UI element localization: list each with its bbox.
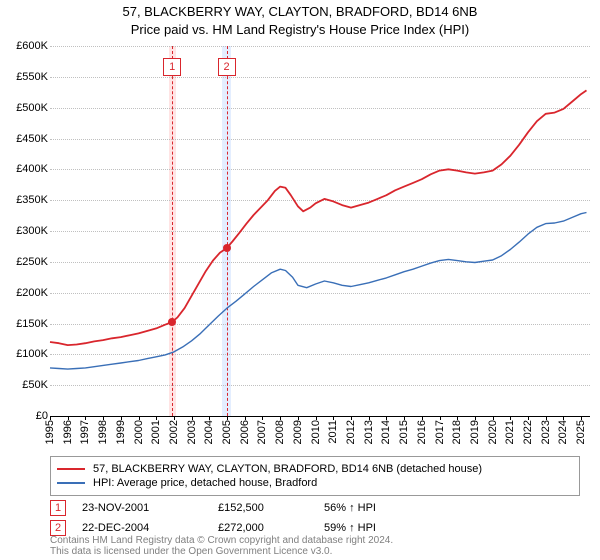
x-axis-tick: 2023 <box>540 420 552 444</box>
sale-row-price: £152,500 <box>218 502 308 514</box>
legend-swatch <box>57 482 85 484</box>
y-axis-tick: £150K <box>2 318 48 330</box>
x-axis-tick: 1996 <box>62 420 74 444</box>
x-axis-tick: 1999 <box>115 420 127 444</box>
x-axis-tick: 2021 <box>504 420 516 444</box>
sale-row-pct: 59% ↑ HPI <box>324 522 424 534</box>
x-axis-tick: 2004 <box>203 420 215 444</box>
chart-legend: 57, BLACKBERRY WAY, CLAYTON, BRADFORD, B… <box>50 456 580 496</box>
sale-row-pct: 56% ↑ HPI <box>324 502 424 514</box>
sale-row: 2 22-DEC-2004 £272,000 59% ↑ HPI <box>50 520 590 536</box>
x-axis-tick: 2006 <box>239 420 251 444</box>
x-axis-tick: 2000 <box>133 420 145 444</box>
sale-row-price: £272,000 <box>218 522 308 534</box>
x-axis-tick: 2002 <box>168 420 180 444</box>
x-axis-tick: 2016 <box>416 420 428 444</box>
sale-row-date: 22-DEC-2004 <box>82 522 202 534</box>
x-axis-tick: 2008 <box>274 420 286 444</box>
x-axis-tick: 2018 <box>451 420 463 444</box>
legend-label: 57, BLACKBERRY WAY, CLAYTON, BRADFORD, B… <box>93 463 482 475</box>
x-axis-tick: 2014 <box>380 420 392 444</box>
chart-series-property <box>50 90 587 345</box>
x-axis-tick: 2001 <box>150 420 162 444</box>
x-axis-tick: 2005 <box>221 420 233 444</box>
legend-label: HPI: Average price, detached house, Brad… <box>93 477 317 489</box>
y-axis-tick: £400K <box>2 163 48 175</box>
y-axis-tick: £100K <box>2 348 48 360</box>
y-axis-tick: £500K <box>2 102 48 114</box>
footer-line-1: Contains HM Land Registry data © Crown c… <box>50 535 393 546</box>
chart-series-hpi <box>50 213 587 370</box>
y-axis-tick: £50K <box>2 379 48 391</box>
y-axis-tick: £450K <box>2 133 48 145</box>
x-axis-tick: 1995 <box>44 420 56 444</box>
x-axis-tick: 2013 <box>363 420 375 444</box>
sale-row-date: 23-NOV-2001 <box>82 502 202 514</box>
x-axis-tick: 2025 <box>575 420 587 444</box>
chart-title: 57, BLACKBERRY WAY, CLAYTON, BRADFORD, B… <box>0 4 600 19</box>
x-axis-tick: 1997 <box>79 420 91 444</box>
x-axis-tick: 2024 <box>557 420 569 444</box>
x-axis-tick: 2009 <box>292 420 304 444</box>
sales-table: 1 23-NOV-2001 £152,500 56% ↑ HPI 2 22-DEC-200… <box>50 500 590 540</box>
y-axis-tick: £350K <box>2 194 48 206</box>
y-axis-tick: £550K <box>2 71 48 83</box>
footer-attribution: Contains HM Land Registry data © Crown c… <box>50 535 393 557</box>
sale-row-marker: 1 <box>50 500 66 516</box>
x-axis-tick: 2010 <box>310 420 322 444</box>
x-axis-tick: 2019 <box>469 420 481 444</box>
y-axis-tick: £0 <box>2 410 48 422</box>
y-axis-tick: £600K <box>2 40 48 52</box>
x-axis-tick: 2020 <box>487 420 499 444</box>
x-axis-tick: 1998 <box>97 420 109 444</box>
x-axis-tick: 2007 <box>256 420 268 444</box>
x-axis-tick: 2017 <box>434 420 446 444</box>
legend-swatch <box>57 468 85 470</box>
legend-item: 57, BLACKBERRY WAY, CLAYTON, BRADFORD, B… <box>57 463 573 475</box>
x-axis-tick: 2011 <box>327 420 339 444</box>
y-axis-tick: £250K <box>2 256 48 268</box>
chart-lines <box>50 46 590 416</box>
x-axis-tick: 2003 <box>186 420 198 444</box>
x-axis-tick: 2015 <box>398 420 410 444</box>
y-axis-tick: £200K <box>2 287 48 299</box>
footer-line-2: This data is licensed under the Open Gov… <box>50 546 393 557</box>
y-axis-tick: £300K <box>2 225 48 237</box>
legend-item: HPI: Average price, detached house, Brad… <box>57 477 573 489</box>
x-axis-tick: 2022 <box>522 420 534 444</box>
sale-row: 1 23-NOV-2001 £152,500 56% ↑ HPI <box>50 500 590 516</box>
chart-plot-area: 12 <box>50 46 590 417</box>
sale-row-marker: 2 <box>50 520 66 536</box>
chart-subtitle: Price paid vs. HM Land Registry's House … <box>0 22 600 37</box>
x-axis-tick: 2012 <box>345 420 357 444</box>
